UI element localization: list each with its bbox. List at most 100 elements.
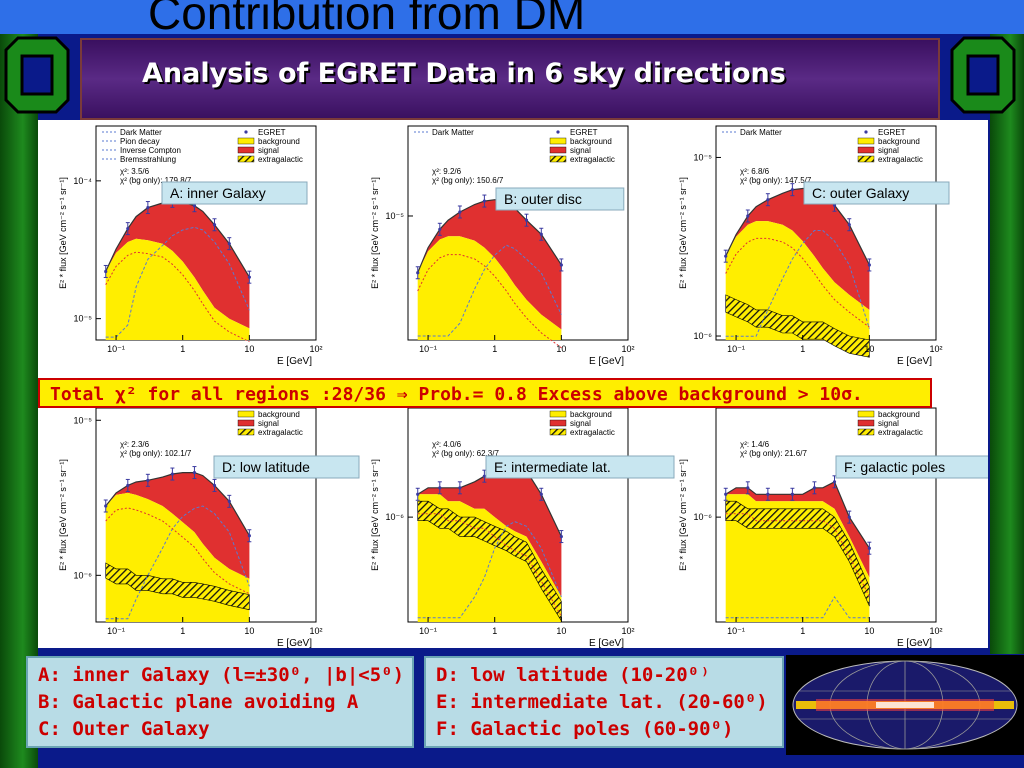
panel-label-box [495,187,625,211]
x-tick-label: 1 [800,344,805,354]
legend-swatch [549,155,567,163]
legend-swatch [549,410,567,418]
x-tick-label: 10² [309,626,322,636]
chart-4: 10⁻¹ 1 10 10² 10⁻⁶ 10⁻⁵ E [GeV] E² * flux [GeV … [58,407,360,648]
x-tick-label: 1 [492,344,497,354]
egret-data-point [458,210,462,214]
legend-label: signal [570,146,591,155]
background-area [105,238,250,340]
legend-label: Bremsstrahlung [120,155,176,164]
pion-decay-curve [417,254,562,349]
legend-swatch [857,155,875,163]
panel-label: A: inner Galaxy [170,185,266,201]
y-axis-label: E² * flux [GeV cm⁻² s⁻¹ sr⁻¹] [58,177,68,289]
region-e-definition: E: intermediate lat. (20-60⁰) [436,691,768,713]
y-axis-label: E² * flux [GeV cm⁻² s⁻¹ sr⁻¹] [678,459,688,571]
dark-matter-curve [725,230,870,337]
x-tick-label: 10⁻¹ [419,344,437,354]
legend-label: background [878,137,920,146]
dark-matter-curve [417,521,562,619]
egret-data-point [170,472,174,476]
dark-matter-curve [725,595,870,619]
panel-label: D: low latitude [222,459,310,475]
y-tick-label: 10⁻⁶ [386,512,405,522]
left-decor-strip [0,34,38,768]
egret-data-point [559,263,563,267]
legend-swatch [556,130,560,134]
legend-label: extragalactic [570,428,615,437]
legend-label: background [878,410,920,419]
legend-label: EGRET [878,128,906,137]
chi2-bg-label: χ² (bg only): 102.1/7 [120,449,192,458]
signal-area [417,465,562,597]
right-decor-strip [990,34,1024,654]
title-band: Contribution from DM [0,0,1024,34]
y-axis-label: E² * flux [GeV cm⁻² s⁻¹ sr⁻¹] [58,459,68,571]
x-axis-label: E [GeV] [897,638,932,648]
x-tick-label: 10 [244,344,254,354]
chart-panel: 10⁻¹ 1 10 10² 10⁻⁵ 10⁻⁴ E [GeV] E² * flux [GeV … [38,120,988,648]
legend-swatch [237,419,255,427]
region-definitions-left: A: inner Galaxy (l=±30⁰, |b|<5⁰) B: Gala… [26,656,414,748]
egret-data-point [790,492,794,496]
egret-data-point [227,499,231,503]
region-b-definition: B: Galactic plane avoiding A [38,691,359,713]
legend-swatch [244,130,248,134]
signal-area [725,481,870,578]
y-tick-label: 10⁻⁵ [74,415,93,425]
legend-label: Dark Matter [740,128,782,137]
chi2-label: χ²: 3.5/6 [120,167,150,176]
y-tick-label: 10⁻⁵ [694,152,713,162]
x-tick-label: 1 [180,344,185,354]
egret-data-point [247,275,251,279]
chart-5: 10⁻¹ 1 10 10² 10⁻⁶ E [GeV] E² * flux [GeV cm⁻²… [370,407,675,648]
panel-label-box [803,181,950,205]
chart-6: 10⁻¹ 1 10 10² 10⁻⁶ E [GeV] E² * flux [GeV cm⁻²… [678,407,988,648]
egret-data-point [212,483,217,488]
legend-swatch [549,428,567,436]
legend-swatch [857,146,875,154]
egret-data-point [104,504,108,508]
x-tick-label: 10⁻¹ [107,344,125,354]
egret-data-point [724,492,728,496]
y-tick-label: 10⁻⁶ [74,570,93,580]
region-f-definition: F: Galactic poles (60-90⁰) [436,718,734,740]
pion-decay-curve [725,237,870,328]
egret-data-point [847,223,851,227]
chi2-bg-label: χ² (bg only): 179.8/7 [120,176,192,185]
egret-data-point [192,204,197,208]
pion-decay-curve [417,513,562,617]
egret-data-point [746,214,750,218]
egret-data-point [146,478,150,482]
legend-label: background [570,410,612,419]
egret-data-point [539,492,543,496]
chi2-bg-label: χ² (bg only): 21.6/7 [740,449,807,458]
panel-label-box [161,181,308,205]
legend-swatch [237,428,255,436]
egret-data-point [126,227,130,231]
dark-matter-curve [417,244,562,337]
egret-data-point [832,480,837,484]
legend-label: signal [878,146,899,155]
region-a-definition: A: inner Galaxy (l=±30⁰, |b|<5⁰) [38,664,405,686]
pion-decay-curve [105,251,250,343]
region-d-definition: D: low latitude (10-20⁰⁾ [436,664,711,686]
chi2-summary-text: Total χ² for all regions :28/36 ⇒ Prob.=… [50,384,863,405]
x-axis-label: E [GeV] [589,638,624,648]
x-tick-label: 10² [309,344,322,354]
panel-label-box [835,455,988,479]
egret-data-point [559,534,563,539]
egret-data-point [416,492,420,496]
x-axis-label: E [GeV] [589,356,624,367]
panel-label-box [213,455,360,479]
legend-swatch [237,137,255,145]
signal-area [417,199,562,330]
x-tick-label: 10² [929,626,942,636]
legend-label: Dark Matter [120,128,162,137]
chi2-label: χ²: 2.3/6 [120,440,150,449]
legend-swatch [857,419,875,427]
egret-data-point [126,483,130,488]
y-tick-label: 10⁻⁴ [73,176,92,186]
charts-svg: 10⁻¹ 1 10 10² 10⁻⁵ 10⁻⁴ E [GeV] E² * flux [GeV … [58,125,988,648]
legend-label: background [570,137,612,146]
